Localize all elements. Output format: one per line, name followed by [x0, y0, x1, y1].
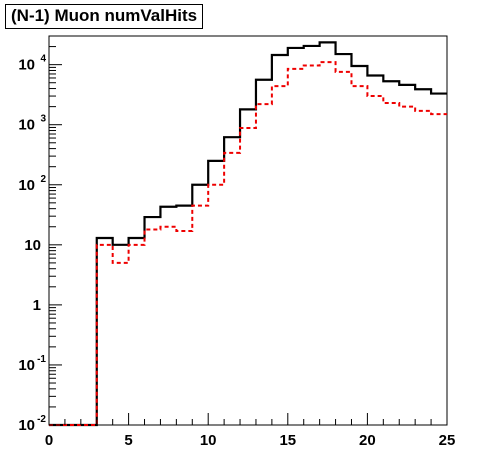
- y-tick-exponent: 3: [40, 114, 46, 125]
- y-tick-label: 10: [18, 117, 35, 134]
- y-tick-exponent: 2: [40, 174, 46, 185]
- x-tick-label: 0: [45, 432, 53, 449]
- y-tick-exponent: 4: [40, 54, 46, 65]
- y-tick-exponent: -2: [37, 414, 46, 425]
- y-tick-label: 10: [18, 177, 35, 194]
- y-tick-label: 10: [18, 357, 35, 374]
- y-tick-label: 1: [33, 297, 41, 314]
- chart-title: (N-1) Muon numValHits: [5, 4, 204, 29]
- histogram-series-2: [49, 61, 447, 426]
- x-tick-label: 10: [200, 432, 217, 449]
- y-tick-label: 10: [18, 417, 35, 434]
- y-tick-label: 10: [24, 237, 41, 254]
- y-tick-exponent: -1: [37, 354, 46, 365]
- plot-area: [48, 35, 448, 426]
- histogram-series-1: [49, 41, 447, 427]
- x-tick-label: 5: [124, 432, 132, 449]
- x-tick-label: 15: [279, 432, 296, 449]
- y-tick-label: 10: [18, 57, 35, 74]
- x-tick-label: 20: [359, 432, 376, 449]
- x-tick-label: 25: [439, 432, 456, 449]
